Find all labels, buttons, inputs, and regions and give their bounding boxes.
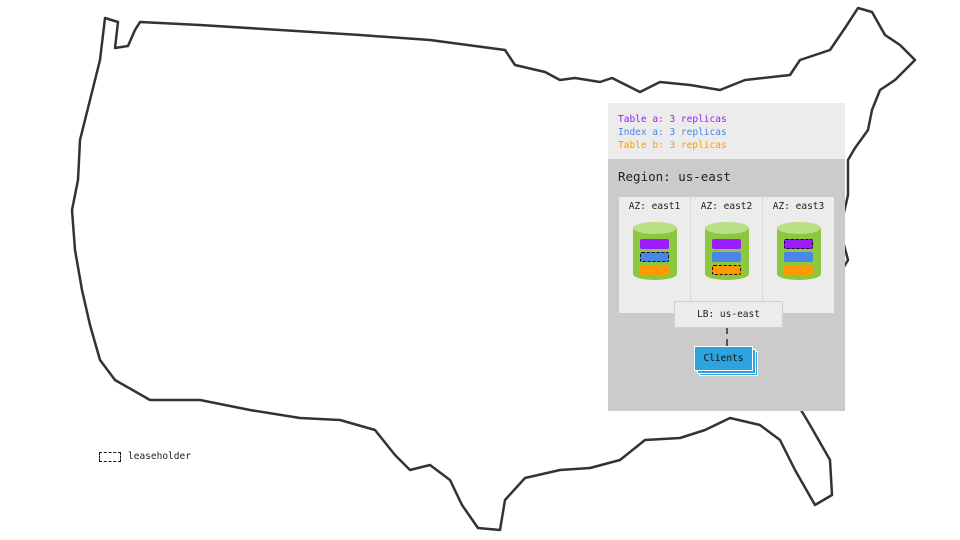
replica-index-a-leaseholder (640, 252, 669, 262)
leaseholder-key-label: leaseholder (128, 451, 191, 462)
leaseholder-key-icon (99, 452, 121, 462)
replica-table-a-leaseholder (784, 239, 813, 249)
replica-table-b (640, 265, 669, 275)
replica-table-a (640, 239, 669, 249)
replica-table-b (784, 265, 813, 275)
replica-table-a (712, 239, 741, 249)
clients: Clients (694, 346, 758, 376)
clients-label: Clients (703, 353, 744, 364)
legend-table-b: Table b: 3 replicas (618, 140, 727, 151)
az-label: AZ: east2 (700, 201, 753, 212)
region-us-east: Region: us-east AZ: east1 AZ: east2 AZ: … (608, 159, 845, 411)
replica-index-a (784, 252, 813, 262)
replica-legend: Table a: 3 replicas Index a: 3 replicas … (608, 103, 845, 159)
database-node (633, 222, 677, 286)
replica-index-a (712, 252, 741, 262)
az-label: AZ: east1 (628, 201, 681, 212)
load-balancer: LB: us-east (674, 301, 783, 328)
database-node (777, 222, 821, 286)
az-label: AZ: east3 (772, 201, 825, 212)
legend-table-a: Table a: 3 replicas (618, 114, 727, 125)
az-east3: AZ: east3 (763, 197, 834, 313)
region-title: Region: us-east (618, 169, 731, 184)
az-east2: AZ: east2 (691, 197, 763, 313)
legend-index-a: Index a: 3 replicas (618, 127, 727, 138)
replica-table-b-leaseholder (712, 265, 741, 275)
database-node (705, 222, 749, 286)
az-east1: AZ: east1 (619, 197, 691, 313)
